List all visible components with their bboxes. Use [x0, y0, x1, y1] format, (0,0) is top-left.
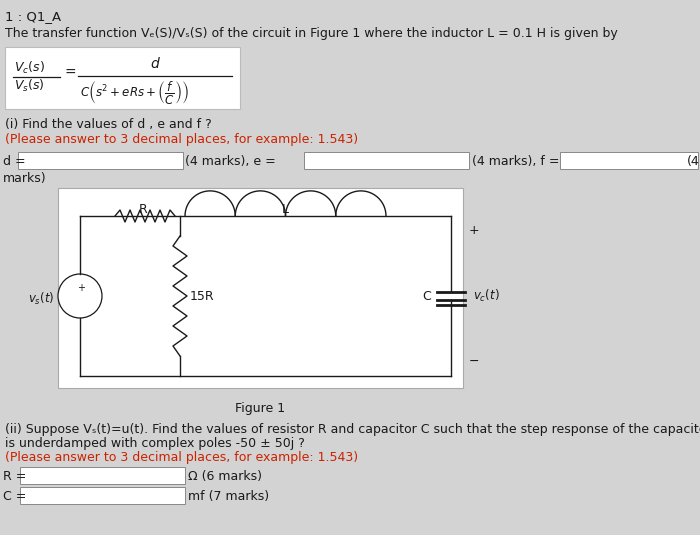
Text: d =: d =: [3, 155, 26, 168]
Text: (i) Find the values of d , e and f ?: (i) Find the values of d , e and f ?: [5, 118, 211, 131]
Text: Figure 1: Figure 1: [235, 402, 286, 415]
Text: =: =: [64, 66, 76, 80]
Bar: [18, 152, 183, 169]
Text: R =: R =: [3, 470, 27, 483]
Text: +: +: [469, 225, 480, 238]
Text: is underdamped with complex poles -50 ± 50j ?: is underdamped with complex poles -50 ± …: [5, 437, 305, 450]
Text: 15R: 15R: [190, 289, 215, 302]
Text: (Please answer to 3 decimal places, for example: 1.543): (Please answer to 3 decimal places, for …: [5, 451, 358, 464]
Text: The transfer function Vₑ(S)/Vₛ(S) of the circuit in Figure 1 where the inductor : The transfer function Vₑ(S)/Vₛ(S) of the…: [5, 27, 617, 40]
Text: C: C: [422, 289, 431, 302]
Circle shape: [58, 274, 102, 318]
Text: mf (7 marks): mf (7 marks): [188, 490, 269, 503]
Bar: [5, 47, 240, 109]
Text: (4 marks), e =: (4 marks), e =: [185, 155, 276, 168]
Bar: [20, 487, 185, 504]
Bar: [20, 467, 185, 484]
Text: −: −: [469, 355, 480, 368]
Bar: [58, 188, 463, 388]
Text: $C\left(s^2+eRs+\left(\dfrac{f}{C}\right)\right)$: $C\left(s^2+eRs+\left(\dfrac{f}{C}\right…: [80, 79, 189, 106]
Text: R: R: [139, 203, 148, 216]
Bar: [560, 152, 698, 169]
Text: $d$: $d$: [150, 56, 160, 71]
Text: Ω (6 marks): Ω (6 marks): [188, 470, 262, 483]
Text: $V_s(s)$: $V_s(s)$: [14, 78, 45, 94]
Text: (ii) Suppose Vₛ(t)=u(t). Find the values of resistor R and capacitor C such that: (ii) Suppose Vₛ(t)=u(t). Find the values…: [5, 423, 700, 436]
Text: (Please answer to 3 decimal places, for example: 1.543): (Please answer to 3 decimal places, for …: [5, 133, 358, 146]
Text: (4: (4: [687, 155, 700, 168]
Text: $v_c(t)$: $v_c(t)$: [473, 288, 500, 304]
Text: 1 : Q1_A: 1 : Q1_A: [5, 10, 61, 23]
Text: marks): marks): [3, 172, 47, 185]
Text: +: +: [77, 283, 85, 293]
Text: L: L: [282, 203, 289, 216]
Text: C =: C =: [3, 490, 27, 503]
Text: $V_c(s)$: $V_c(s)$: [14, 60, 45, 76]
Text: (4 marks), f =: (4 marks), f =: [472, 155, 559, 168]
Text: $v_s(t)$: $v_s(t)$: [27, 291, 54, 307]
Bar: [304, 152, 469, 169]
